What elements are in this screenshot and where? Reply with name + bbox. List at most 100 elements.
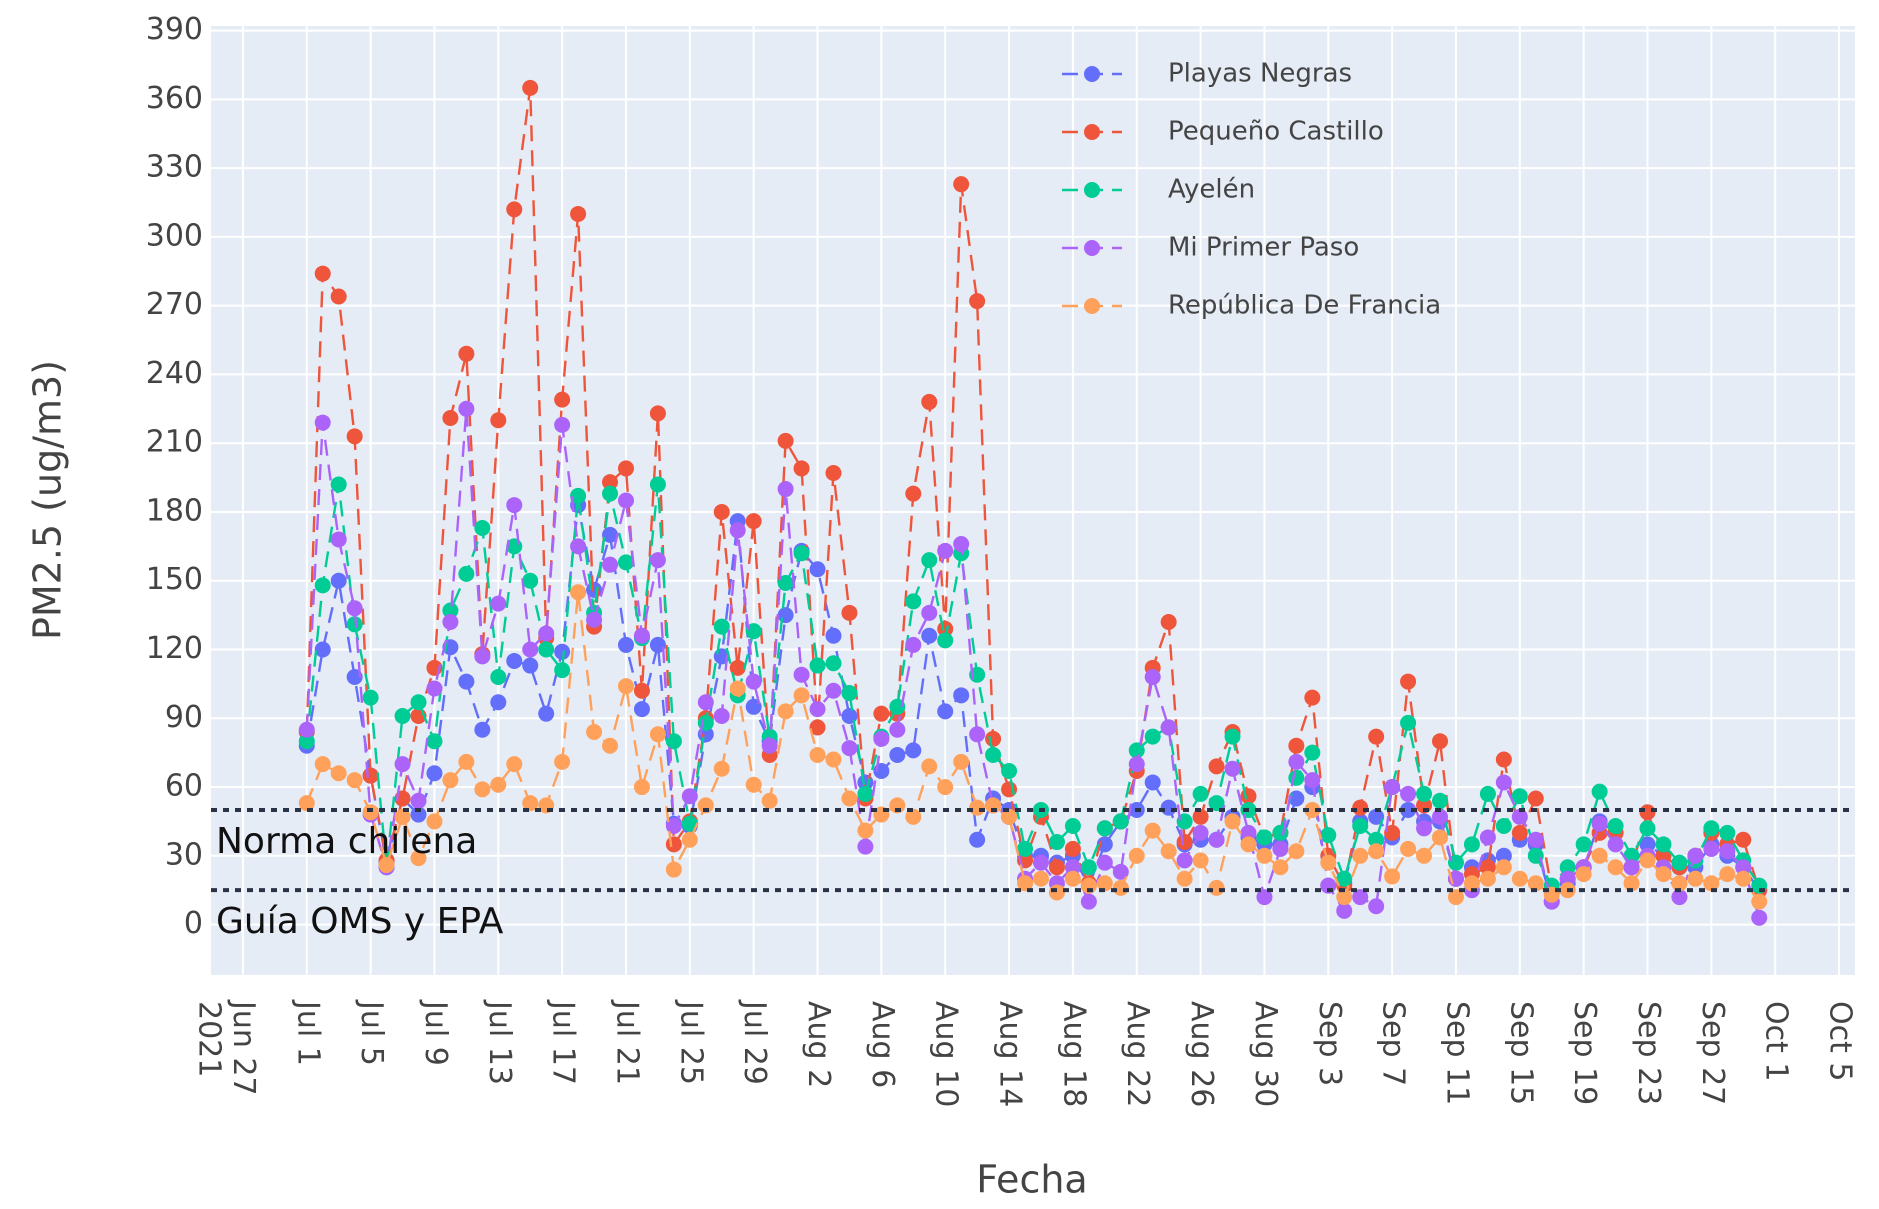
data-point xyxy=(1463,875,1480,892)
data-point xyxy=(1687,847,1704,864)
data-point xyxy=(1479,859,1496,876)
data-point xyxy=(330,531,347,548)
data-point xyxy=(458,345,475,362)
data-point xyxy=(841,604,858,621)
annotation: Guía OMS y EPA xyxy=(216,901,504,942)
legend-marker xyxy=(1084,66,1100,82)
data-point xyxy=(1527,875,1544,892)
data-point xyxy=(426,765,443,782)
data-point xyxy=(649,405,666,422)
data-point xyxy=(1495,859,1512,876)
data-point xyxy=(1511,788,1528,805)
data-point xyxy=(985,730,1002,747)
data-point xyxy=(1495,751,1512,768)
data-point xyxy=(1735,870,1752,887)
data-point xyxy=(1416,847,1433,864)
y-tick-label: 60 xyxy=(165,769,203,804)
data-point xyxy=(1495,847,1512,864)
x-tick-label: Aug 2 xyxy=(801,1001,836,1088)
data-point xyxy=(1591,815,1608,832)
data-point xyxy=(1400,801,1417,818)
data-point xyxy=(793,460,810,477)
x-tick-label: Sep 15 xyxy=(1503,1001,1538,1105)
data-point xyxy=(889,721,906,738)
data-point xyxy=(1304,801,1321,818)
data-point xyxy=(1032,854,1049,871)
y-axis-title: PM2.5 (ug/m3) xyxy=(26,360,70,640)
data-point xyxy=(298,733,315,750)
data-point xyxy=(1001,781,1018,798)
data-point xyxy=(1304,772,1321,789)
data-point xyxy=(825,751,842,768)
y-tick-label: 330 xyxy=(146,150,203,185)
data-point xyxy=(713,618,730,635)
data-point xyxy=(1719,824,1736,841)
data-point xyxy=(1559,870,1576,887)
data-point xyxy=(1655,866,1672,883)
data-point xyxy=(825,655,842,672)
data-point xyxy=(506,756,523,773)
data-point xyxy=(1639,852,1656,869)
y-tick-label: 300 xyxy=(146,218,203,253)
data-point xyxy=(1591,847,1608,864)
data-point xyxy=(1048,884,1065,901)
data-point xyxy=(921,758,938,775)
x-tick-label: Jun 272021 xyxy=(192,999,262,1096)
data-point xyxy=(1479,870,1496,887)
x-tick-label: Aug 6 xyxy=(865,1001,900,1088)
data-point xyxy=(1432,829,1449,846)
data-point xyxy=(1048,859,1065,876)
data-point xyxy=(1176,834,1193,851)
data-point xyxy=(346,616,363,633)
data-point xyxy=(953,687,970,704)
x-tick-label: Jul 13 xyxy=(482,999,517,1085)
data-point xyxy=(458,753,475,770)
data-point xyxy=(1607,818,1624,835)
data-point xyxy=(490,412,507,429)
x-tick-label: Sep 3 xyxy=(1312,1001,1347,1086)
data-point xyxy=(426,680,443,697)
data-point xyxy=(1032,870,1049,887)
x-tick-label: Jul 9 xyxy=(418,999,453,1066)
data-point xyxy=(825,464,842,481)
data-point xyxy=(602,737,619,754)
data-point xyxy=(1160,613,1177,630)
data-point xyxy=(1096,875,1113,892)
data-point xyxy=(969,726,986,743)
data-point xyxy=(857,838,874,855)
x-tick-label: Sep 11 xyxy=(1439,1001,1474,1105)
data-point xyxy=(1623,875,1640,892)
data-point xyxy=(1160,843,1177,860)
data-point xyxy=(953,176,970,193)
data-point xyxy=(1096,854,1113,871)
data-point xyxy=(793,666,810,683)
data-point xyxy=(1687,870,1704,887)
data-point xyxy=(1144,728,1161,745)
data-point xyxy=(1368,808,1385,825)
data-point xyxy=(1671,889,1688,906)
data-point xyxy=(362,689,379,706)
data-point xyxy=(1256,889,1273,906)
data-point xyxy=(506,652,523,669)
data-point xyxy=(841,790,858,807)
data-point xyxy=(458,400,475,417)
data-point xyxy=(1128,847,1145,864)
data-point xyxy=(298,721,315,738)
data-point xyxy=(665,836,682,853)
data-point xyxy=(410,694,427,711)
data-point xyxy=(522,657,539,674)
legend-label: República De Francia xyxy=(1168,291,1441,321)
data-point xyxy=(665,818,682,835)
data-point xyxy=(1623,859,1640,876)
data-point xyxy=(1352,889,1369,906)
data-point xyxy=(314,756,331,773)
data-point xyxy=(410,850,427,867)
data-point xyxy=(1001,808,1018,825)
data-point xyxy=(1432,808,1449,825)
data-point xyxy=(1368,831,1385,848)
data-point xyxy=(602,485,619,502)
data-point xyxy=(713,707,730,724)
data-point xyxy=(1064,859,1081,876)
data-point xyxy=(1144,822,1161,839)
data-point xyxy=(1240,836,1257,853)
